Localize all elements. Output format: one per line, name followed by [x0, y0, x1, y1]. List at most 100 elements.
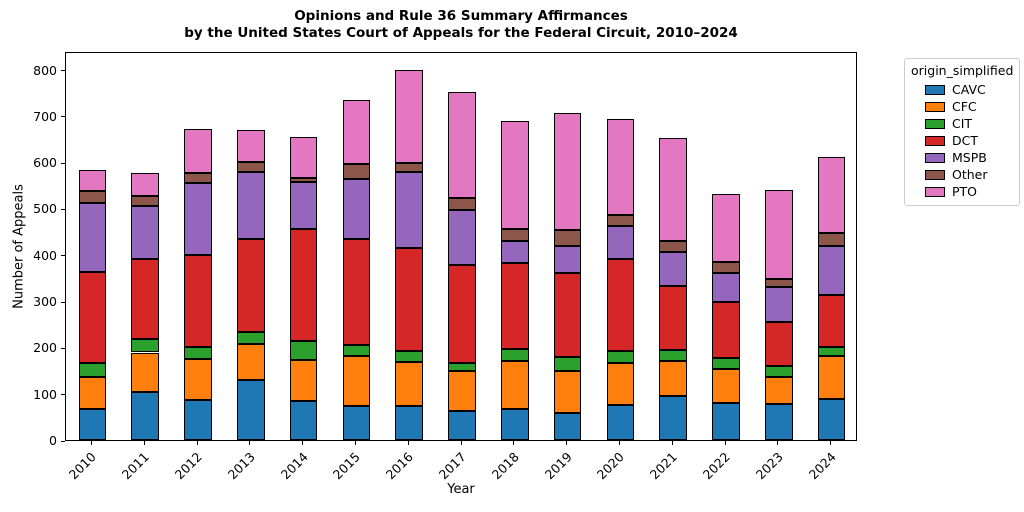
y-tick-label: 100 — [33, 386, 57, 402]
bar-segment-2015-CIT — [342, 344, 371, 356]
bar-segment-2015-CFC — [342, 355, 371, 406]
legend-title: origin_simplified — [911, 63, 1014, 78]
y-tick-label: 600 — [33, 155, 57, 171]
x-tick-mark — [513, 441, 515, 445]
legend-entry-PTO: PTO — [911, 183, 1013, 200]
legend-label-DCT: DCT — [952, 133, 978, 148]
x-tick-mark — [618, 441, 620, 445]
bar-segment-2016-CIT — [395, 351, 423, 362]
legend-swatch-CAVC — [925, 84, 945, 95]
bar-segment-2021-CFC — [659, 361, 687, 396]
x-tick-mark — [671, 441, 673, 445]
chart-title-line1: Opinions and Rule 36 Summary Affirmances — [294, 8, 628, 24]
bar-segment-2020-DCT — [606, 259, 635, 351]
bar-segment-2013-MSPB — [237, 171, 265, 240]
bar-2022 — [712, 53, 740, 440]
legend-label-CFC: CFC — [952, 99, 977, 114]
x-axis-label: Year — [447, 482, 475, 497]
bar-segment-2014-PTO — [289, 136, 318, 178]
bar-segment-2017-CIT — [448, 362, 476, 371]
y-axis-label: Number of Appeals — [11, 184, 27, 309]
legend-label-PTO: PTO — [952, 184, 978, 199]
bar-segment-2014-CFC — [289, 359, 318, 401]
bar-segment-2011-CIT — [131, 339, 159, 353]
bar-segment-2024-MSPB — [817, 245, 846, 295]
x-tick-label: 2023 — [752, 449, 786, 483]
x-tick-label: 2012 — [171, 449, 205, 483]
bar-segment-2019-CFC — [553, 371, 582, 414]
y-tick-mark — [61, 208, 65, 210]
bar-segment-2022-Other — [712, 261, 740, 274]
legend-swatch-CIT — [925, 118, 945, 129]
legend-swatch-CFC — [925, 101, 945, 112]
bar-segment-2016-CFC — [395, 361, 423, 406]
bar-2021 — [659, 53, 687, 440]
bar-segment-2018-DCT — [501, 263, 529, 350]
legend-label-CAVC: CAVC — [952, 82, 986, 97]
y-tick-mark — [61, 255, 65, 257]
bar-segment-2012-MSPB — [184, 183, 212, 255]
bar-segment-2012-Other — [184, 172, 212, 183]
legend-swatch-Other — [925, 169, 945, 180]
bar-segment-2017-PTO — [448, 91, 476, 199]
bar-segment-2018-CIT — [501, 349, 529, 361]
bar-segment-2021-PTO — [659, 138, 687, 241]
bar-segment-2015-MSPB — [342, 179, 371, 239]
bar-segment-2019-DCT — [553, 273, 582, 357]
legend-swatch-MSPB — [925, 152, 945, 163]
y-tick-label: 0 — [49, 433, 57, 448]
bar-segment-2014-MSPB — [289, 182, 318, 229]
bar-segment-2012-CIT — [184, 346, 212, 359]
y-tick-label: 500 — [33, 201, 57, 217]
bar-segment-2015-Other — [342, 164, 371, 180]
bar-segment-2013-PTO — [237, 130, 265, 162]
bar-segment-2012-CFC — [184, 358, 212, 400]
bar-segment-2020-CFC — [606, 363, 635, 405]
bar-segment-2010-CIT — [78, 363, 107, 378]
bar-segment-2020-MSPB — [606, 226, 635, 260]
bar-segment-2017-MSPB — [448, 209, 476, 266]
y-tick-mark — [61, 440, 65, 442]
x-tick-mark — [143, 441, 145, 445]
bar-segment-2012-PTO — [184, 129, 212, 173]
bar-segment-2010-Other — [78, 190, 107, 204]
y-tick-label: 800 — [33, 62, 57, 78]
bar-2010 — [78, 53, 107, 440]
bar-2016 — [395, 53, 423, 440]
bar-segment-2010-DCT — [78, 272, 107, 364]
bar-segment-2019-PTO — [553, 113, 582, 230]
bar-2018 — [501, 53, 529, 440]
x-tick-label: 2019 — [541, 449, 575, 483]
chart-title: Opinions and Rule 36 Summary Affirmances… — [65, 8, 857, 41]
x-tick-mark — [302, 441, 304, 445]
bar-segment-2021-Other — [659, 240, 687, 253]
legend-entry-CFC: CFC — [911, 98, 1013, 115]
x-tick-mark — [249, 441, 251, 445]
bar-segment-2020-Other — [606, 215, 635, 227]
bar-segment-2013-DCT — [237, 239, 265, 333]
bar-segment-2021-CAVC — [659, 395, 687, 440]
bar-segment-2023-CFC — [765, 376, 793, 404]
bar-segment-2011-Other — [131, 195, 159, 207]
x-tick-label: 2015 — [330, 449, 364, 483]
bar-segment-2018-PTO — [501, 121, 529, 229]
x-tick-mark — [354, 441, 356, 445]
bar-segment-2024-CAVC — [817, 399, 846, 440]
legend-label-CIT: CIT — [952, 116, 973, 131]
x-tick-mark — [830, 441, 832, 445]
y-tick-mark — [61, 70, 65, 72]
bar-2012 — [184, 53, 212, 440]
y-tick-label: 700 — [33, 108, 57, 124]
x-tick-label: 2017 — [435, 449, 469, 483]
bar-2015 — [342, 53, 371, 440]
bar-segment-2016-DCT — [395, 248, 423, 352]
bar-segment-2011-DCT — [131, 259, 159, 340]
bar-segment-2022-CIT — [712, 357, 740, 370]
y-tick-mark — [61, 394, 65, 396]
bar-segment-2014-Other — [289, 177, 318, 183]
bar-segment-2018-Other — [501, 228, 529, 242]
bar-segment-2015-DCT — [342, 238, 371, 345]
bar-segment-2021-CIT — [659, 349, 687, 362]
bar-segment-2017-CFC — [448, 371, 476, 411]
